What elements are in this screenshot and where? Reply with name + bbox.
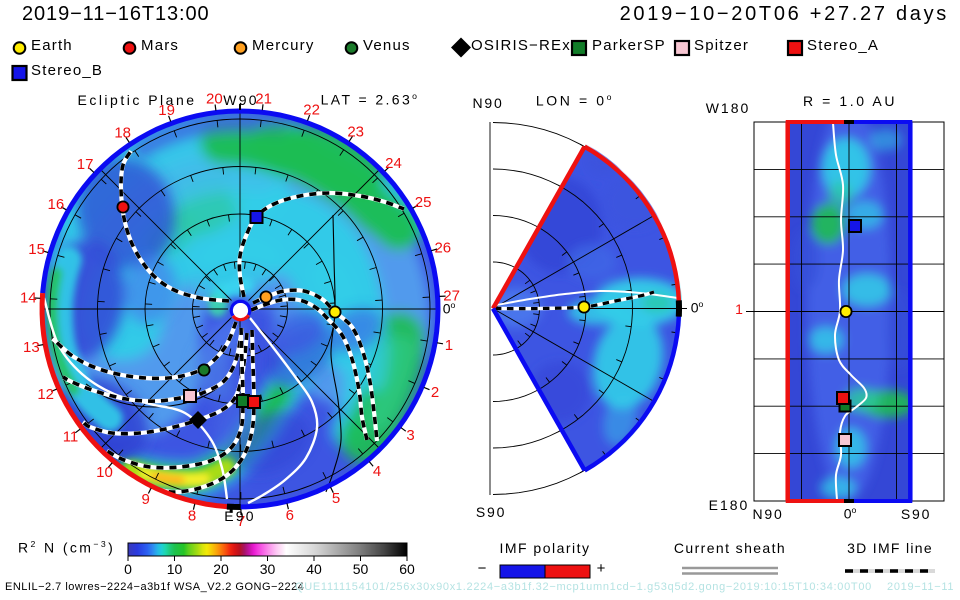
svg-text:23: 23 [347, 123, 364, 140]
svg-text:6: 6 [286, 507, 294, 524]
svg-text:2: 2 [431, 384, 439, 401]
svg-text:16: 16 [48, 196, 65, 213]
svg-text:11: 11 [63, 428, 79, 445]
svg-text:14: 14 [20, 290, 37, 307]
svg-text:27: 27 [443, 288, 460, 305]
svg-text:12: 12 [37, 386, 54, 403]
svg-text:7: 7 [237, 513, 245, 530]
svg-text:20: 20 [206, 91, 223, 108]
svg-text:4: 4 [373, 463, 381, 480]
svg-text:15: 15 [28, 241, 45, 258]
svg-text:22: 22 [303, 102, 320, 119]
svg-text:9: 9 [142, 491, 150, 508]
svg-text:10: 10 [96, 464, 113, 481]
svg-text:18: 18 [114, 124, 131, 141]
svg-text:17: 17 [77, 156, 94, 173]
svg-text:13: 13 [23, 339, 40, 356]
svg-text:25: 25 [415, 194, 432, 211]
svg-text:19: 19 [158, 102, 175, 119]
svg-text:24: 24 [385, 155, 402, 172]
svg-text:3: 3 [406, 427, 414, 444]
svg-text:8: 8 [188, 508, 196, 525]
svg-text:1: 1 [445, 337, 453, 354]
svg-text:5: 5 [332, 490, 340, 507]
svg-text:26: 26 [434, 239, 451, 256]
svg-text:21: 21 [255, 90, 272, 107]
